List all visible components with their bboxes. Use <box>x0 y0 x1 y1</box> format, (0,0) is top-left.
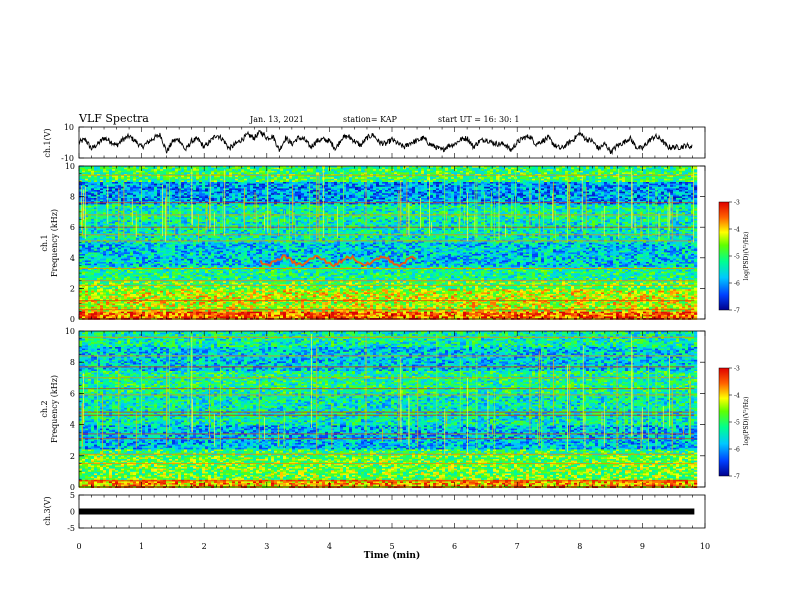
time-tick-label: 5 <box>389 542 394 551</box>
ch1-waveform-frame <box>78 126 706 159</box>
ch2-colorbar <box>718 367 730 477</box>
ch1-colorbar-ticks: -3 -4 -5 -6 -7 <box>729 200 740 315</box>
colorbar-tick-label: -7 <box>734 308 740 315</box>
start-time-label: start UT = 16: 30: 1 <box>438 115 519 124</box>
freq-tick-label: 8 <box>70 358 75 367</box>
ch3-waveform-ticks: 5 0 -5 <box>67 491 84 533</box>
ch1-waveform-ylabel: ch.1(V) <box>43 128 52 157</box>
ch1-spectrogram-ticks: 0 2 4 6 8 10 <box>65 162 705 324</box>
ch2-spectrogram-ticks: 0 2 4 6 8 10 <box>65 327 705 492</box>
ch3-ytick-label: 5 <box>70 491 75 500</box>
freq-tick-label: 6 <box>70 389 75 398</box>
ch1-spectrogram-ylabel-line2: Frequency (kHz) <box>50 209 59 277</box>
ch1-waveform-series <box>78 129 693 155</box>
ch1-colorbar <box>718 201 730 311</box>
ch1-spectrogram-ylabel-line1: ch.1 <box>40 234 49 251</box>
time-tick-label: 9 <box>640 542 645 551</box>
freq-tick-label: 2 <box>70 452 75 461</box>
colorbar-tick-label: -4 <box>734 227 740 234</box>
ch2-spectrogram-image <box>79 331 698 488</box>
ch3-waveform-ylabel: ch.3(V) <box>43 496 52 525</box>
ch2-spectrogram-ylabel-line2: Frequency (kHz) <box>50 375 59 443</box>
time-tick-label: 2 <box>202 542 207 551</box>
time-axis-ticks: 0 1 2 3 4 5 6 7 8 9 10 <box>76 127 710 551</box>
ch1-ytick-bottom: -10 <box>61 154 74 163</box>
time-tick-label: 10 <box>700 542 710 551</box>
ch1-colorbar-label: log(PSD)(V²/Hz) <box>743 232 750 281</box>
colorbar-tick-label: -3 <box>734 200 740 207</box>
colorbar-tick-label: -4 <box>734 393 740 400</box>
colorbar-tick-label: -6 <box>734 281 740 288</box>
figure-title: VLF Spectra <box>78 112 149 125</box>
freq-tick-label: 2 <box>70 284 75 293</box>
freq-tick-label: 10 <box>65 162 75 171</box>
colorbar-tick-label: -5 <box>734 254 740 261</box>
time-tick-label: 8 <box>577 542 582 551</box>
ch2-colorbar-label: log(PSD)(V²/Hz) <box>743 397 750 446</box>
time-tick-label: 3 <box>264 542 269 551</box>
time-axis-label: Time (min) <box>364 550 421 561</box>
ch1-waveform-panel: 10 -10 ch.1(V) <box>43 123 706 163</box>
ch3-ytick-label: -5 <box>67 524 75 533</box>
colorbar-tick-label: -7 <box>734 474 740 481</box>
ch1-waveform-ticks <box>79 126 84 159</box>
ch3-ytick-label: 0 <box>70 508 75 517</box>
freq-tick-label: 4 <box>70 421 75 430</box>
freq-tick-label: 8 <box>70 193 75 202</box>
ch2-spectrogram-ylabel-line1: ch.2 <box>40 400 49 417</box>
colorbar-tick-label: -3 <box>734 366 740 373</box>
time-tick-label: 4 <box>327 542 332 551</box>
time-tick-label: 7 <box>515 542 520 551</box>
freq-tick-label: 0 <box>70 483 75 492</box>
ch1-ytick-top: 10 <box>64 123 74 132</box>
colorbar-tick-label: -6 <box>734 447 740 454</box>
time-tick-label: 6 <box>452 542 457 551</box>
time-tick-label: 1 <box>139 542 144 551</box>
ch3-waveform-panel: 5 0 -5 ch.3(V) <box>43 491 706 533</box>
freq-tick-label: 10 <box>65 327 75 336</box>
ch1-emission-band <box>259 254 417 268</box>
station-label: station= KAP <box>343 115 398 124</box>
freq-tick-label: 4 <box>70 254 75 263</box>
ch1-waveform-line <box>78 129 693 155</box>
colorbar-tick-label: -5 <box>734 420 740 427</box>
freq-tick-label: 6 <box>70 223 75 232</box>
freq-tick-label: 0 <box>70 315 75 324</box>
date-label: Jan. 13, 2021 <box>249 115 304 124</box>
ch2-colorbar-ticks: -3 -4 -5 -6 -7 <box>729 366 740 481</box>
ch1-spectrogram-image <box>79 166 698 320</box>
time-tick-label: 0 <box>76 542 81 551</box>
